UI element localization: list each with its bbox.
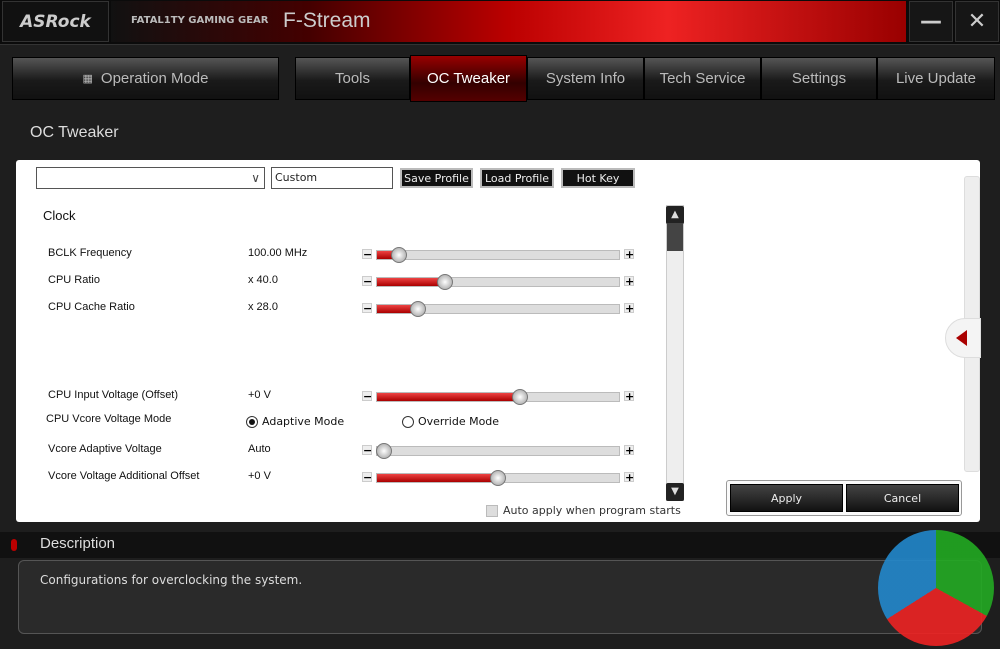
setting-value: Auto (248, 443, 271, 455)
tab-live-update[interactable]: Live Update (877, 57, 995, 100)
radio-label: Override Mode (418, 415, 500, 428)
tab-label: Operation Mode (100, 70, 209, 87)
slider-fill (377, 251, 399, 259)
minus-icon[interactable]: − (362, 302, 373, 315)
title-bar: ASRock FATAL1TY GAMING GEAR F-Stream — ✕ (0, 0, 1000, 45)
scroll-down-icon[interactable]: ▼ (666, 483, 684, 501)
slider-track[interactable] (376, 247, 620, 263)
minimize-button[interactable]: — (909, 1, 953, 42)
slider-knob[interactable] (511, 389, 528, 405)
asrock-logo: ASRock (2, 1, 109, 42)
slider-track[interactable] (376, 274, 620, 290)
setting-value: +0 V (248, 470, 271, 482)
tab-settings[interactable]: Settings (761, 57, 877, 100)
slider-fill (377, 278, 445, 286)
plus-icon[interactable]: + (624, 248, 635, 261)
slider-track[interactable] (376, 389, 620, 405)
setting-label: CPU Cache Ratio (48, 301, 135, 313)
kg-watermark-logo (878, 530, 994, 646)
slider-fill (377, 393, 520, 401)
checkbox-label: Auto apply when program starts (503, 504, 681, 517)
setting-label: Vcore Adaptive Voltage (48, 443, 162, 455)
expand-arrow-icon[interactable] (945, 318, 981, 358)
slider-track[interactable] (376, 470, 620, 486)
tab-tools[interactable]: Tools (295, 57, 410, 100)
tab-operation-mode[interactable]: ▦ Operation Mode (12, 57, 279, 100)
auto-apply-checkbox[interactable]: Auto apply when program starts (486, 504, 681, 517)
tab-system-info[interactable]: System Info (527, 57, 644, 100)
setting-label: CPU Ratio (48, 274, 100, 286)
description-bar: Description (0, 532, 1000, 558)
slider-knob[interactable] (490, 470, 506, 486)
plus-icon[interactable]: + (624, 390, 635, 403)
slider-track[interactable] (376, 301, 620, 317)
slider-knob[interactable] (390, 247, 407, 263)
description-title: Description (40, 535, 116, 552)
plus-icon[interactable]: + (624, 275, 635, 288)
checkbox-icon (486, 504, 498, 517)
setting-label: BCLK Frequency (48, 247, 132, 259)
minus-icon[interactable]: − (362, 471, 373, 484)
plus-icon[interactable]: + (624, 471, 635, 484)
save-profile-button[interactable]: Save Profile (400, 168, 473, 188)
setting-value: 100.00 MHz (248, 247, 308, 259)
radio-icon (402, 415, 414, 428)
hot-key-button[interactable]: Hot Key (561, 168, 635, 188)
scroll-up-icon[interactable]: ▲ (666, 206, 684, 224)
indicator-icon (11, 539, 17, 551)
app-title: F-Stream (283, 9, 371, 32)
chevron-down-icon: ∨ (251, 171, 260, 185)
load-profile-button[interactable]: Load Profile (480, 168, 554, 188)
tab-oc-tweaker[interactable]: OC Tweaker (410, 55, 527, 102)
setting-label: CPU Input Voltage (Offset) (48, 389, 179, 401)
minus-icon[interactable]: − (362, 275, 373, 288)
slider-fill (377, 305, 419, 313)
grid-icon: ▦ (82, 73, 93, 85)
setting-slider[interactable]: − + (362, 470, 635, 486)
radio-adaptive-mode[interactable]: Adaptive Mode (246, 415, 344, 428)
slider-fill (377, 474, 498, 482)
cancel-button[interactable]: Cancel (846, 484, 959, 512)
radio-override-mode[interactable]: Override Mode (402, 415, 499, 428)
setting-value: x 40.0 (248, 274, 278, 286)
slider-knob[interactable] (376, 443, 393, 459)
plus-icon[interactable]: + (624, 302, 635, 315)
plus-icon[interactable]: + (624, 444, 635, 457)
banner: FATAL1TY GAMING GEAR F-Stream (111, 1, 906, 42)
action-buttons: Apply Cancel (726, 480, 962, 516)
settings-scrollbar[interactable]: ▲ ▼ (666, 205, 684, 501)
description-text: Configurations for overclocking the syst… (18, 560, 982, 634)
settings-panel: ∨ Custom Save Profile Load Profile Hot K… (16, 160, 981, 522)
setting-slider[interactable]: − + (362, 274, 635, 290)
profile-dropdown[interactable]: ∨ (36, 167, 265, 189)
fatal1ty-logo: FATAL1TY GAMING GEAR (131, 15, 269, 26)
slider-knob[interactable] (436, 274, 453, 290)
radio-icon (246, 415, 258, 428)
setting-value: +0 V (248, 389, 271, 401)
minus-icon[interactable]: − (362, 444, 373, 457)
vcore-mode-label: CPU Vcore Voltage Mode (46, 413, 172, 425)
scroll-thumb[interactable] (667, 223, 683, 251)
apply-button[interactable]: Apply (730, 484, 843, 512)
slider-knob[interactable] (410, 301, 427, 317)
close-button[interactable]: ✕ (955, 1, 999, 42)
slider-track[interactable] (376, 443, 620, 459)
setting-slider[interactable]: − + (362, 301, 635, 317)
minus-icon[interactable]: − (362, 248, 373, 261)
page-title: OC Tweaker (30, 124, 119, 141)
setting-slider[interactable]: − + (362, 247, 635, 263)
setting-slider[interactable]: − + (362, 389, 635, 405)
section-heading: Clock (43, 208, 76, 223)
radio-label: Adaptive Mode (262, 415, 345, 428)
minus-icon[interactable]: − (362, 390, 373, 403)
setting-value: x 28.0 (248, 301, 278, 313)
setting-slider[interactable]: − + (362, 443, 635, 459)
setting-label: Vcore Voltage Additional Offset (48, 470, 200, 482)
profile-name-input[interactable]: Custom (271, 167, 393, 189)
tab-tech-service[interactable]: Tech Service (644, 57, 761, 100)
